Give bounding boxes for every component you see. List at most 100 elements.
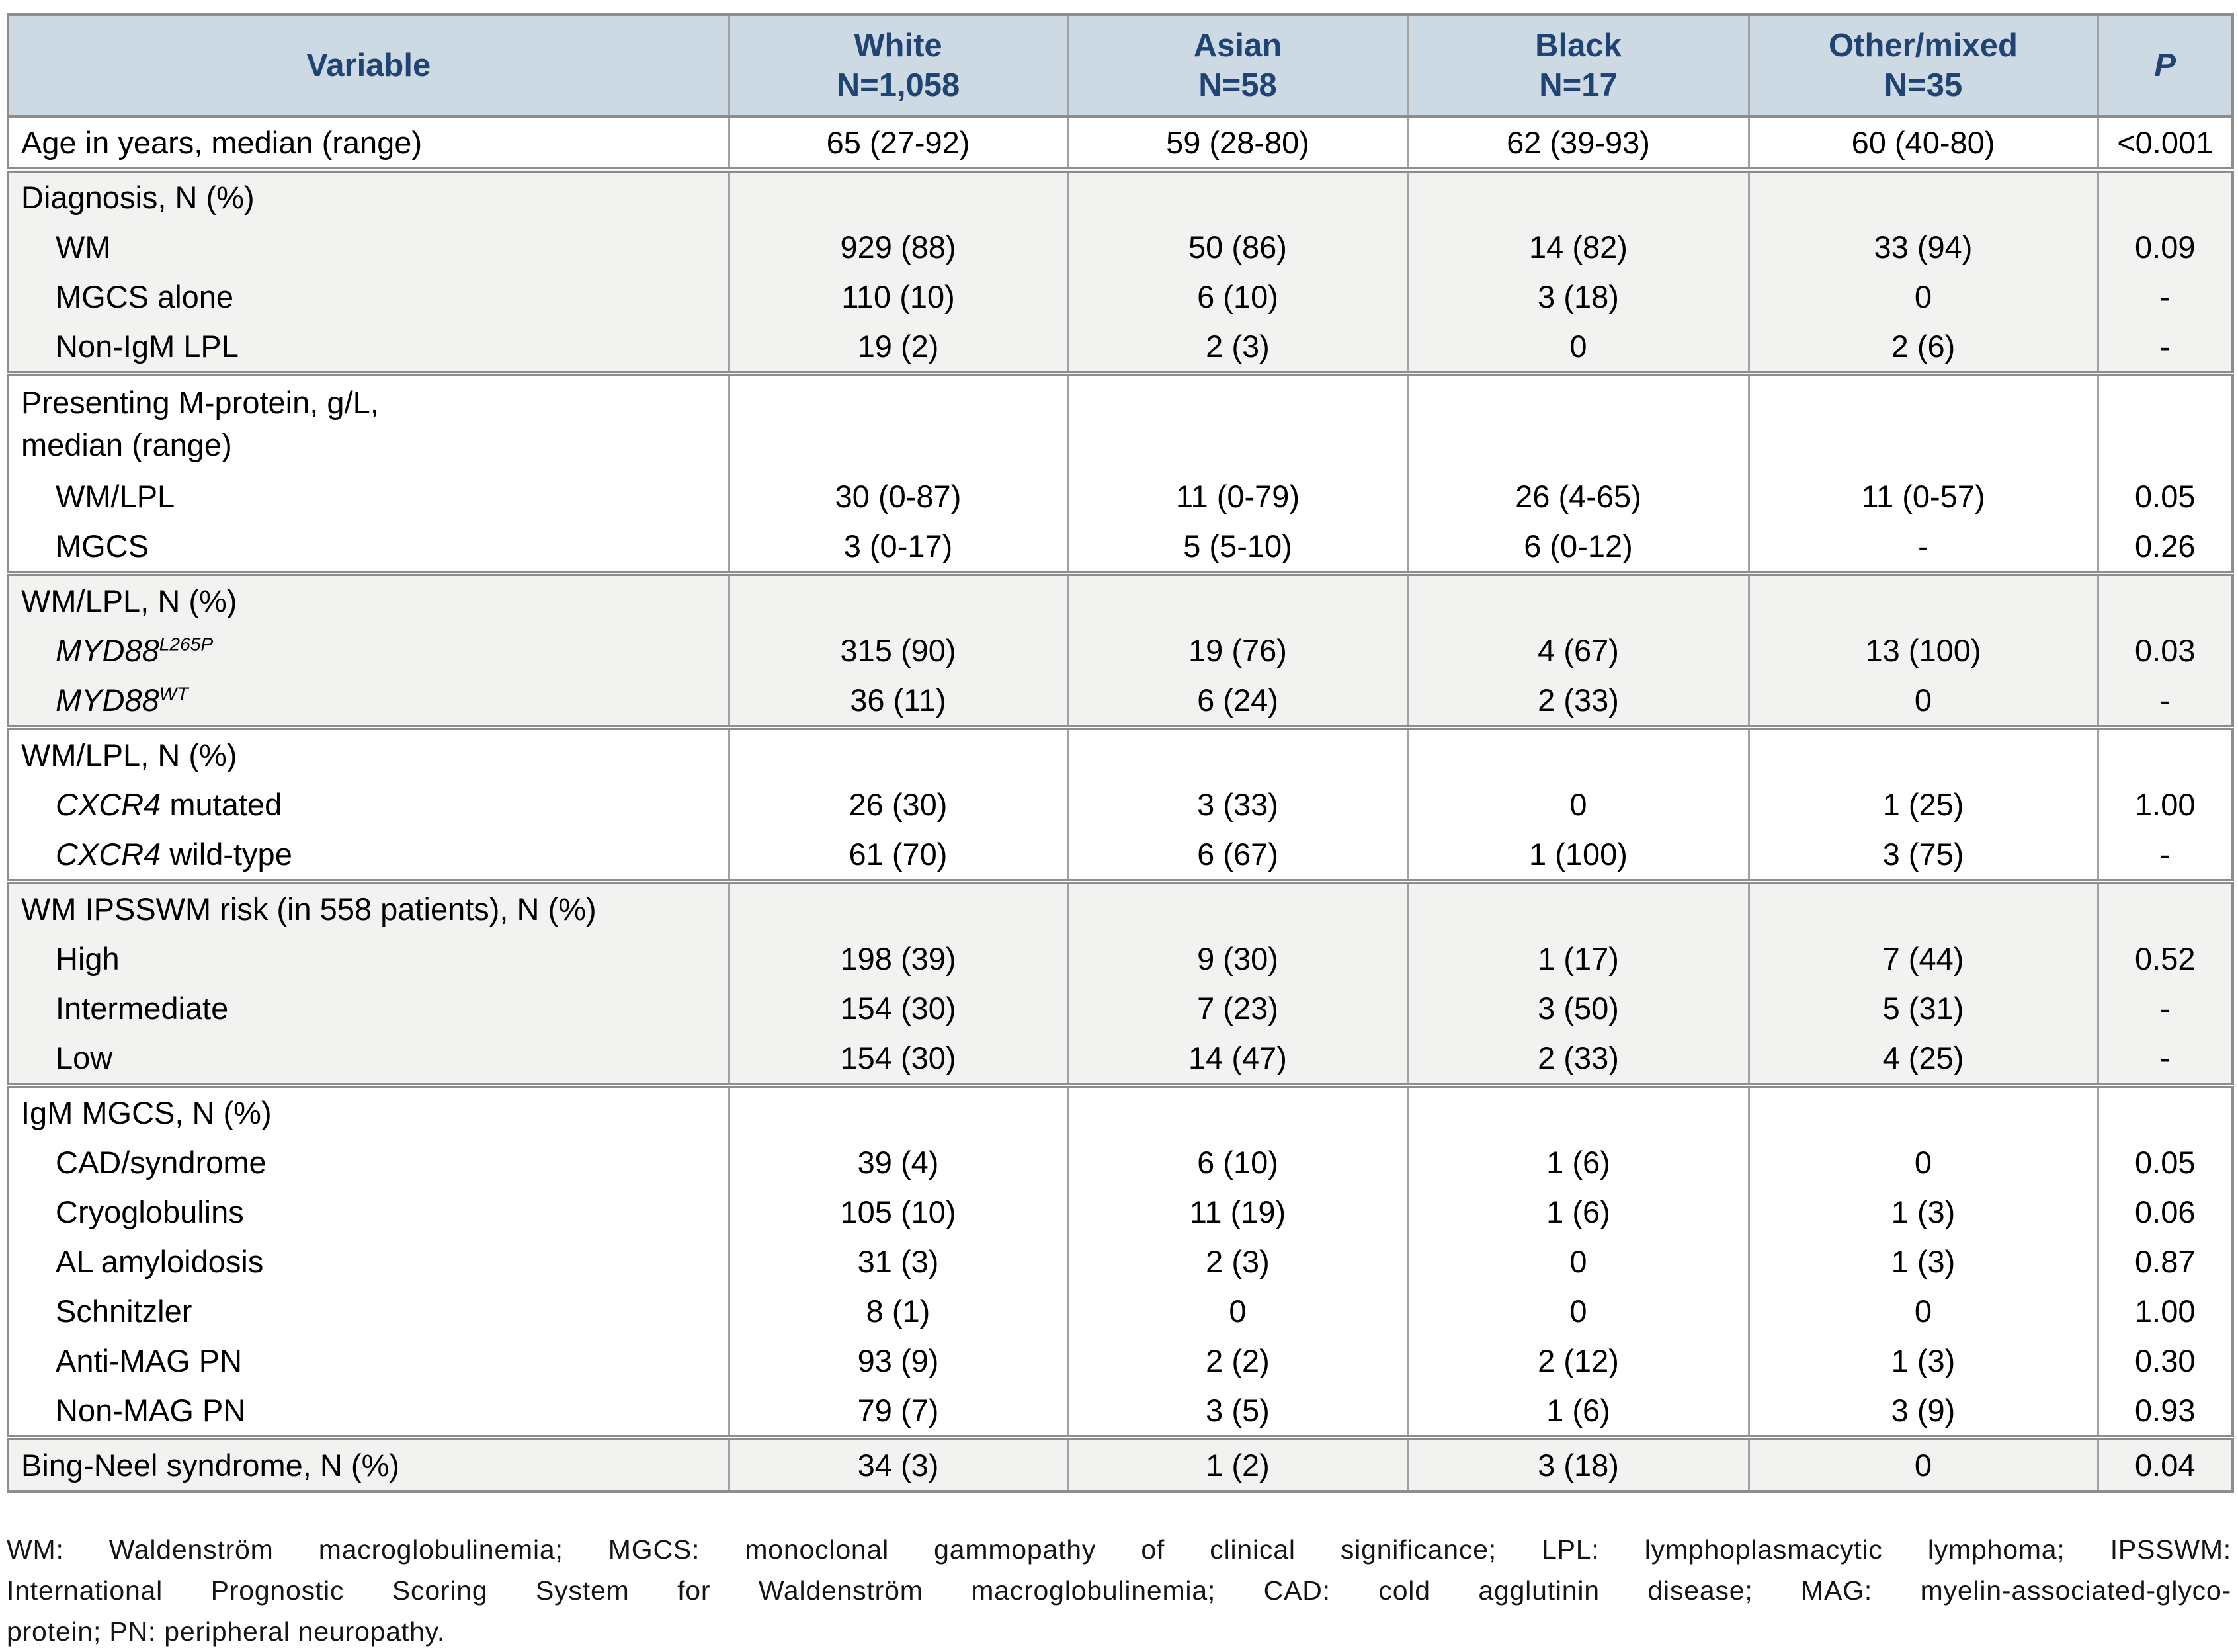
cell-empty xyxy=(1066,571,1408,626)
cell-p-value: 0.04 xyxy=(2096,1435,2233,1491)
header-row: Variable White N=1,058 Asian N=58 Black … xyxy=(8,15,2233,118)
cell-value: 105 (10) xyxy=(727,1187,1067,1237)
cell-value: 3 (18) xyxy=(1407,272,1749,321)
cell-value: 34 (3) xyxy=(727,1435,1067,1491)
table-row-cad: CAD/syndrome 39 (4) 6 (10) 1 (6) 0 0.05 xyxy=(8,1137,2233,1187)
header-label: Other/mixed xyxy=(1829,28,2018,63)
cell-value: 0 xyxy=(1747,1286,2098,1336)
cell-value: 31 (3) xyxy=(727,1237,1067,1286)
cell-empty xyxy=(1747,725,2098,780)
cell-p-value: 0.26 xyxy=(2096,521,2233,573)
cell-empty xyxy=(1407,371,1749,472)
cell-value: 315 (90) xyxy=(727,626,1067,675)
header-n-count: N=17 xyxy=(1539,67,1618,103)
cell-empty xyxy=(1407,725,1749,780)
cell-empty xyxy=(1407,167,1749,222)
column-header-black: Black N=17 xyxy=(1407,15,1749,118)
cell-value: 60 (40-80) xyxy=(1747,116,2098,170)
table-row-cxcr4-mutated: CXCR4 mutated 26 (30) 3 (33) 0 1 (25) 1.… xyxy=(8,780,2233,829)
cell-value: 0 xyxy=(1407,1237,1749,1286)
cell-value: 0 xyxy=(1407,1286,1749,1336)
row-label: MGCS xyxy=(56,528,149,563)
cell-value: 154 (30) xyxy=(727,983,1067,1033)
cell-value: 929 (88) xyxy=(727,222,1067,272)
cell-value: 2 (33) xyxy=(1407,675,1749,727)
cell-value: 1 (2) xyxy=(1066,1435,1408,1491)
row-label: Low xyxy=(8,1033,729,1085)
header-label: Black xyxy=(1535,28,1622,63)
cell-empty xyxy=(1066,879,1408,934)
cell-empty xyxy=(2096,1083,2233,1137)
row-label: High xyxy=(8,934,729,983)
cell-value: 0 xyxy=(1747,1137,2098,1187)
cell-p-value: 1.00 xyxy=(2096,1286,2233,1336)
section-title: WM/LPL, N (%) xyxy=(8,571,729,626)
section-title: IgM MGCS, N (%) xyxy=(8,1083,729,1137)
gene-superscript: WT xyxy=(159,682,188,704)
cell-p-value: 0.93 xyxy=(2096,1385,2233,1438)
cell-empty xyxy=(2096,167,2233,222)
cell-p-value: 1.00 xyxy=(2096,780,2233,829)
cell-value: 19 (2) xyxy=(727,321,1067,374)
cell-empty xyxy=(2096,371,2233,472)
cell-p-value: 0.30 xyxy=(2096,1336,2233,1385)
cell-value: 6 (10) xyxy=(1066,272,1408,321)
row-label: Intermediate xyxy=(8,983,729,1033)
cell-value: 7 (23) xyxy=(1066,983,1408,1033)
cell-value: 39 (4) xyxy=(727,1137,1067,1187)
cell-value: 19 (76) xyxy=(1066,626,1408,675)
row-label: WM xyxy=(8,222,729,272)
section-title-row: IgM MGCS, N (%) xyxy=(8,1083,2233,1137)
cell-value: 110 (10) xyxy=(727,272,1067,321)
column-header-white: White N=1,058 xyxy=(727,15,1067,118)
cell-value: - xyxy=(1747,521,2098,573)
cell-empty xyxy=(1407,879,1749,934)
cell-value: 198 (39) xyxy=(727,934,1067,983)
section-title-row: Presenting M-protein, g/L, median (range… xyxy=(8,371,2233,472)
cell-empty xyxy=(1747,879,2098,934)
table-row-schnitzler: Schnitzler 8 (1) 0 0 0 1.00 xyxy=(8,1286,2233,1336)
column-header-p: P xyxy=(2096,15,2233,118)
footnote-line: WM: Waldenström macroglobulinemia; MGCS:… xyxy=(7,1534,2231,1565)
table-header: Variable White N=1,058 Asian N=58 Black … xyxy=(8,15,2233,118)
cell-p-value: 0.03 xyxy=(2096,626,2233,675)
section-title-line: median (range) xyxy=(21,427,232,462)
cell-p-value: - xyxy=(2096,675,2233,727)
gene-name: MYD88 xyxy=(56,633,159,668)
table-row-wm: WM 929 (88) 50 (86) 14 (82) 33 (94) 0.09 xyxy=(8,222,2233,272)
cell-value: 6 (10) xyxy=(1066,1137,1408,1187)
cell-value: 3 (75) xyxy=(1747,829,2098,882)
table-row-myd88-wt: MYD88WT 36 (11) 6 (24) 2 (33) 0 - xyxy=(8,675,2233,727)
cell-value: 33 (94) xyxy=(1747,222,2098,272)
cell-value: 1 (6) xyxy=(1407,1137,1749,1187)
row-label-suffix: mutated xyxy=(161,787,282,822)
cell-value: 2 (3) xyxy=(1066,321,1408,374)
cell-value: 62 (39-93) xyxy=(1407,116,1749,170)
cell-value: 2 (2) xyxy=(1066,1336,1408,1385)
row-label: WM/LPL xyxy=(56,479,175,514)
cell-empty xyxy=(727,1083,1067,1137)
section-title: Presenting M-protein, g/L, median (range… xyxy=(8,371,729,472)
row-label: Age in years, median (range) xyxy=(21,125,423,160)
table-row-wm-lpl-mprotein: WM/LPL 30 (0-87) 11 (0-79) 26 (4-65) 11 … xyxy=(8,472,2233,521)
cell-value: 5 (5-10) xyxy=(1066,521,1408,573)
cell-value: 36 (11) xyxy=(727,675,1067,727)
cell-value: 93 (9) xyxy=(727,1336,1067,1385)
section-igm-mgcs: IgM MGCS, N (%) CAD/syndrome 39 (4) 6 (1… xyxy=(8,1083,2233,1438)
section-title: Diagnosis, N (%) xyxy=(8,167,729,222)
cell-value: 1 (3) xyxy=(1747,1336,2098,1385)
footnote-line: International Prognostic Scoring System … xyxy=(7,1575,2231,1606)
cell-value: 2 (12) xyxy=(1407,1336,1749,1385)
gene-superscript: L265P xyxy=(159,633,214,655)
cell-value: 9 (30) xyxy=(1066,934,1408,983)
cell-value: 11 (0-79) xyxy=(1066,472,1408,521)
cell-p-value: 0.87 xyxy=(2096,1237,2233,1286)
cell-p-value: 0.09 xyxy=(2096,222,2233,272)
header-label: Asian xyxy=(1193,28,1282,63)
cell-value: 13 (100) xyxy=(1747,626,2098,675)
cell-p-value: - xyxy=(2096,1033,2233,1085)
cell-p-value: 0.06 xyxy=(2096,1187,2233,1237)
section-title: WM IPSSWM risk (in 558 patients), N (%) xyxy=(8,879,729,934)
section-age: Age in years, median (range) 65 (27-92) … xyxy=(8,116,2233,170)
